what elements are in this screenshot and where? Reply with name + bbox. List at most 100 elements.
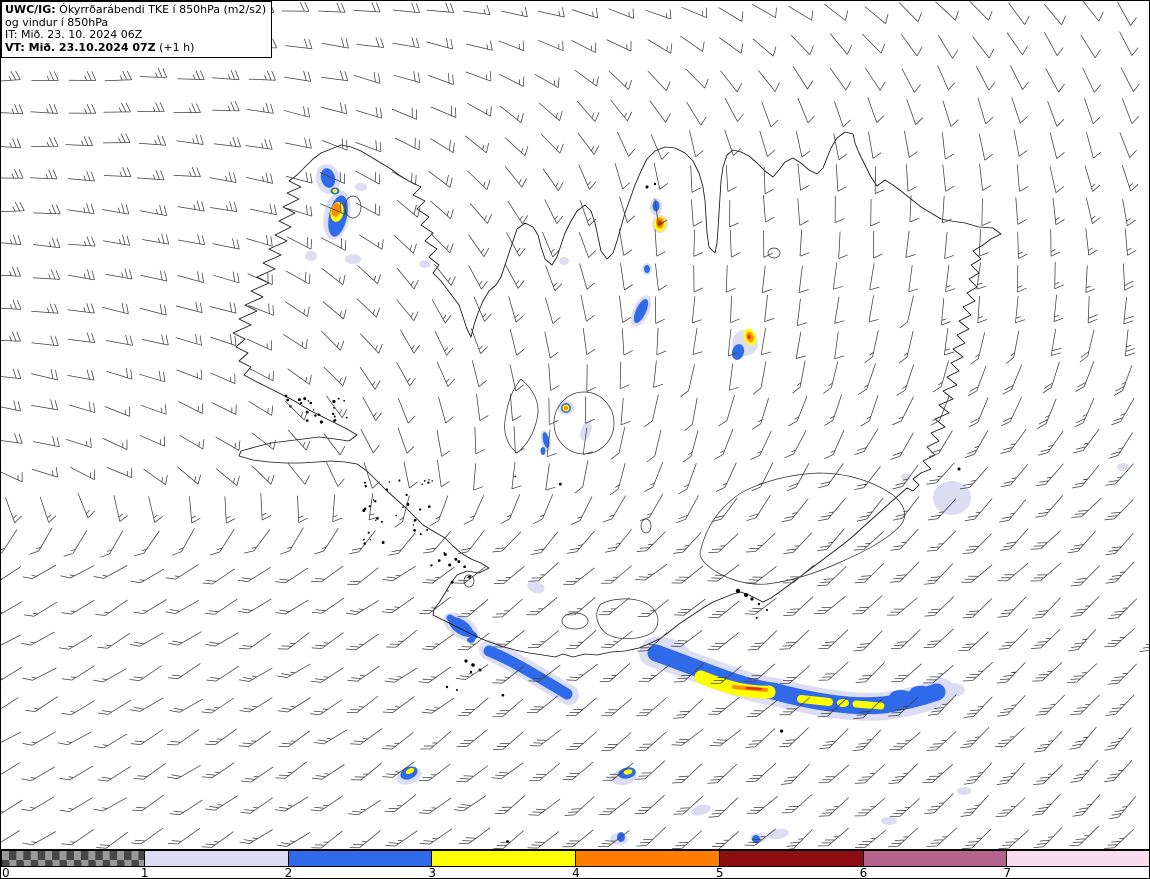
lake-thingvallavatn — [463, 574, 475, 588]
turbulence-patch-level-3 — [837, 699, 849, 707]
islet-dot — [303, 397, 307, 401]
islet-dot — [766, 609, 768, 611]
turbulence-patch-level-1 — [933, 481, 971, 515]
islet-dot — [388, 481, 391, 483]
islet-dot — [369, 538, 372, 541]
islet-dot — [307, 400, 310, 402]
islet-dot — [395, 514, 398, 517]
islet-dot — [780, 729, 784, 733]
turbulence-patch-level-4 — [331, 203, 341, 217]
colorbar-tick: 4 — [572, 866, 580, 879]
islet-dot — [374, 500, 377, 503]
islet-dot — [381, 541, 385, 544]
colorbar-tick: 5 — [715, 866, 724, 879]
islet-dot — [405, 493, 408, 497]
islet-dot — [645, 185, 649, 189]
islet-dot — [427, 481, 430, 484]
colorbar-segment-2-3 — [288, 850, 433, 867]
turbulence-patch-level-2 — [542, 432, 550, 448]
islet-dot — [343, 399, 346, 402]
islet-dot — [372, 499, 375, 501]
islet-dot — [755, 616, 758, 619]
islet-dot — [428, 479, 430, 481]
turbulence-band-level-2 — [483, 645, 573, 700]
turbulence-patch-level-1 — [419, 260, 431, 268]
turbulence-patch-level-2 — [540, 447, 546, 455]
lake-thorisvatn — [640, 518, 652, 534]
eyjafjallajokull-outline — [561, 612, 589, 630]
title-line-2: og vindur í 850hPa — [5, 15, 109, 29]
turbulence-patch-level-5 — [747, 335, 751, 339]
colorbar-tick: 1 — [140, 866, 149, 879]
islet-dot — [284, 394, 288, 398]
islet-dot — [331, 412, 335, 416]
islet-dot — [445, 685, 449, 689]
colorbar-tick-labels: 0 1 2 3 4 5 6 7 — [1, 866, 1149, 879]
islet-dot — [514, 475, 517, 478]
islet-dot — [412, 524, 415, 526]
islet-dot — [332, 399, 336, 404]
lake-myvatn — [767, 247, 781, 259]
islet-dot — [423, 480, 426, 482]
islet-dot — [431, 480, 433, 482]
chart-title-box: UWC/IG: Ókyrrðarábendi TKE í 850hPa (m2/… — [1, 1, 273, 58]
colorbar-tick: 2 — [284, 866, 293, 879]
wind-barb-field — [1, 1, 1149, 849]
tke-colorbar — [1, 849, 1149, 867]
islet-dot — [334, 419, 337, 422]
islet-dot — [456, 689, 458, 691]
turbulence-patch-level-5 — [658, 220, 662, 226]
islet-dot — [757, 602, 761, 606]
islet-dot — [299, 401, 303, 405]
islet-dot — [450, 580, 454, 584]
turbulence-patch-level-2 — [633, 299, 649, 323]
islet-dot — [448, 563, 452, 567]
colorbar-segment-1-2 — [144, 850, 289, 867]
turbulence-patch-level-1 — [881, 817, 897, 825]
colorbar-tick: 0 — [2, 866, 10, 879]
colorbar-tick: 6 — [859, 866, 868, 879]
turbulence-band-level-5 — [745, 686, 763, 691]
islet-dot — [469, 670, 473, 674]
islet-dot — [427, 505, 431, 508]
islet-dot — [464, 659, 468, 663]
iceland-weather-map — [1, 1, 1149, 849]
islet-dot — [319, 420, 323, 424]
islet-dot — [430, 564, 433, 567]
islet-dot — [333, 415, 336, 418]
islet-dot — [426, 529, 429, 531]
islet-dot — [362, 508, 366, 513]
islet-dot — [653, 182, 657, 186]
turbulence-patch-level-3 — [405, 768, 415, 774]
islet-dot — [363, 481, 366, 484]
myrdalsjokull-outline — [596, 598, 659, 639]
turbulence-patch-level-1 — [1117, 463, 1129, 471]
islet-dot — [419, 508, 422, 511]
islet-dot — [312, 409, 315, 411]
islet-dot — [337, 397, 340, 400]
islet-dot — [314, 414, 317, 417]
turbulence-band-level-3 — [797, 695, 833, 706]
langjokull-outline — [504, 378, 539, 454]
islet-dot — [297, 398, 301, 402]
turbulence-band-level-3 — [852, 700, 885, 710]
turbulence-patch-level-1 — [559, 257, 569, 265]
islet-dot — [744, 593, 748, 597]
islet-dot — [398, 479, 401, 482]
title-line-1: UWC/IG: Ókyrrðarábendi TKE í 850hPa (m2/… — [5, 3, 267, 16]
turbulence-patch-level-1 — [957, 787, 971, 795]
turbulence-patch-level-1 — [691, 804, 711, 816]
turbulence-patch-level-1 — [527, 580, 545, 594]
colorbar-segment-7+ — [1007, 850, 1149, 867]
hofsjokull-outline — [553, 391, 615, 455]
islet-dot — [317, 413, 321, 416]
islet-dot — [421, 483, 424, 486]
turbulence-patch-level-2 — [644, 265, 650, 273]
turbulence-patch-level-2 — [752, 835, 760, 843]
turbulence-patch-level-1 — [355, 183, 367, 191]
coastline-path — [232, 131, 1002, 658]
colorbar-segment-6-7 — [863, 850, 1008, 867]
islet-dot — [286, 398, 290, 402]
islet-dot — [558, 482, 562, 486]
